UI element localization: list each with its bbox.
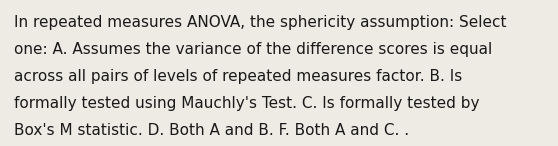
Text: across all pairs of levels of repeated measures factor. B. Is: across all pairs of levels of repeated m… bbox=[14, 69, 462, 84]
Text: Box's M statistic. D. Both A and B. F. Both A and C. .: Box's M statistic. D. Both A and B. F. B… bbox=[14, 123, 409, 138]
Text: one: A. Assumes the variance of the difference scores is equal: one: A. Assumes the variance of the diff… bbox=[14, 42, 492, 57]
Text: In repeated measures ANOVA, the sphericity assumption: Select: In repeated measures ANOVA, the spherici… bbox=[14, 15, 507, 30]
Text: formally tested using Mauchly's Test. C. Is formally tested by: formally tested using Mauchly's Test. C.… bbox=[14, 96, 479, 111]
